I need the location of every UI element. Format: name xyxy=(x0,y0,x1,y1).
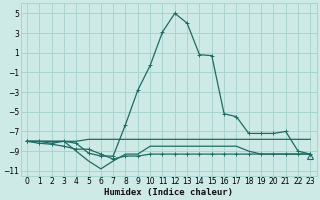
X-axis label: Humidex (Indice chaleur): Humidex (Indice chaleur) xyxy=(104,188,233,197)
